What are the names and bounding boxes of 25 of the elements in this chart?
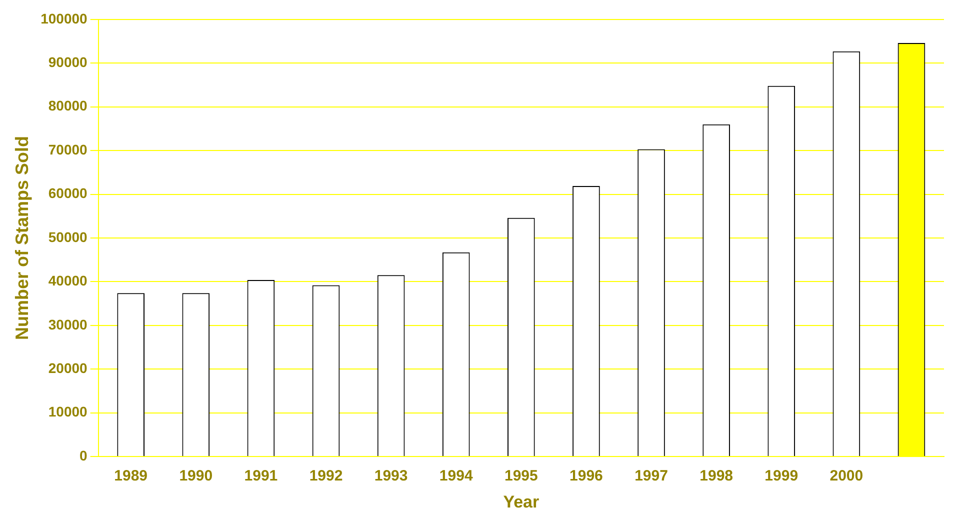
y-tick-label: 100000 — [40, 10, 88, 26]
x-tick-label: 1996 — [570, 468, 603, 485]
y-tick-label: 30000 — [48, 316, 88, 332]
x-tick-label: 1994 — [439, 468, 474, 485]
y-tick-label: 40000 — [48, 272, 88, 289]
x-tick-label: 1999 — [764, 468, 798, 485]
x-tick-label: 1995 — [504, 468, 538, 485]
x-tick-label: 1990 — [179, 468, 213, 485]
x-tick-label: 1992 — [309, 468, 343, 485]
x-axis-title: Year — [503, 492, 540, 512]
y-tick-label: 80000 — [48, 98, 88, 114]
x-tick-label: 1991 — [244, 468, 278, 485]
y-axis-title: Number of Stamps Sold — [12, 136, 32, 340]
y-tick-label: 20000 — [48, 360, 88, 376]
y-tick-label: 90000 — [48, 54, 88, 70]
x-tick-label: 2000 — [830, 468, 864, 485]
y-tick-label: 0 — [80, 447, 88, 464]
y-tick-label: 10000 — [48, 404, 88, 420]
y-tick-label: 60000 — [48, 185, 88, 202]
x-tick-label: 1993 — [374, 468, 408, 485]
x-tick-label: 1997 — [634, 468, 668, 485]
y-tick-label: 50000 — [48, 228, 88, 245]
x-tick-label: 1989 — [114, 468, 148, 485]
x-tick-label: 1998 — [700, 468, 734, 485]
y-tick-label: 70000 — [48, 141, 88, 158]
